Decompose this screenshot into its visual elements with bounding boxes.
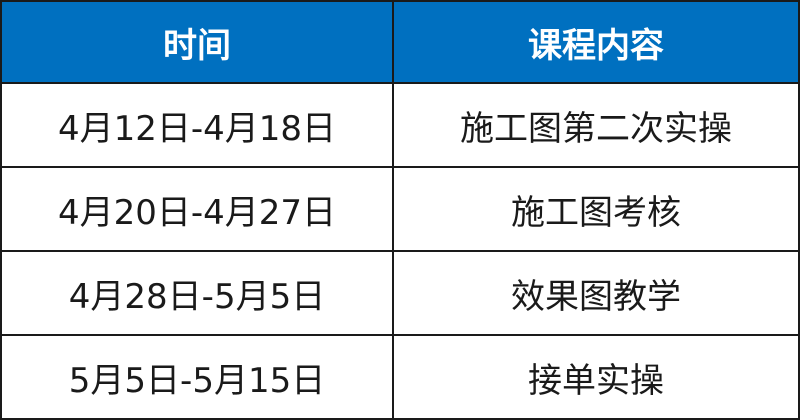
header-row: 时间 课程内容 [0, 0, 800, 84]
table-row: 4月12日-4月18日 施工图第二次实操 [0, 82, 800, 168]
table-row: 5月5日-5月15日 接单实操 [0, 334, 800, 420]
header-time: 时间 [0, 0, 394, 84]
cell-content: 效果图教学 [392, 250, 800, 336]
cell-content: 接单实操 [392, 334, 800, 420]
header-course-content: 课程内容 [392, 0, 800, 84]
table-row: 4月20日-4月27日 施工图考核 [0, 166, 800, 252]
cell-time: 5月5日-5月15日 [0, 334, 394, 420]
table-row: 4月28日-5月5日 效果图教学 [0, 250, 800, 336]
cell-time: 4月20日-4月27日 [0, 166, 394, 252]
cell-time: 4月12日-4月18日 [0, 82, 394, 168]
cell-content: 施工图第二次实操 [392, 82, 800, 168]
cell-time: 4月28日-5月5日 [0, 250, 394, 336]
cell-content: 施工图考核 [392, 166, 800, 252]
